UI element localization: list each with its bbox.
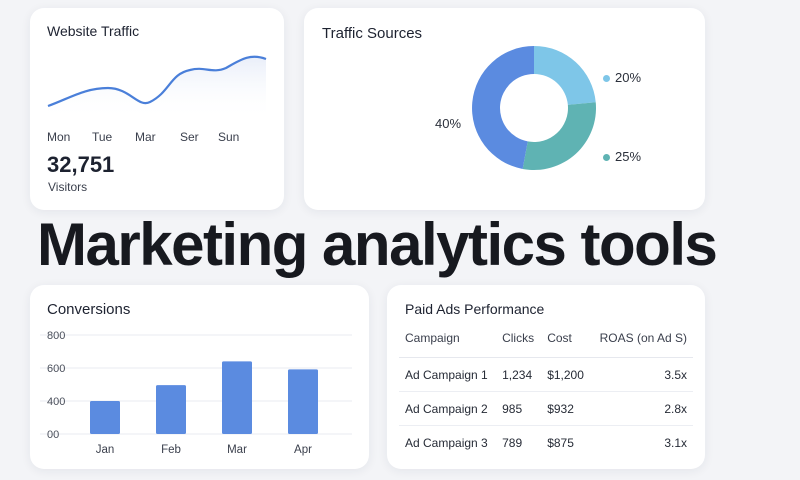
col-campaign: Campaign — [399, 325, 497, 358]
x-tick-label: Feb — [161, 444, 181, 456]
x-tick-label: Mar — [227, 444, 247, 456]
cost-value: $875 — [547, 436, 574, 450]
campaign-name: Ad Campaign 2 — [399, 391, 497, 426]
table-row[interactable]: Ad Campaign 1 1,234 $1,200 3.5x — [399, 357, 693, 392]
day-label: Mar — [135, 130, 156, 144]
conversions-title: Conversions — [47, 301, 131, 318]
day-label: Tue — [92, 130, 113, 144]
ads-header-row: Campaign Clicks Cost ROAS (on Ad S) — [399, 325, 693, 358]
ads-table: Campaign Clicks Cost ROAS (on Ad S) Ad C… — [399, 325, 693, 459]
donut-slice — [522, 102, 597, 170]
bar — [288, 369, 318, 434]
bar — [222, 361, 252, 434]
traffic-line — [47, 55, 267, 108]
donut-label-40: 40% — [435, 116, 462, 131]
day-label: Ser — [180, 130, 199, 144]
cost-value: $1,200 — [541, 357, 592, 392]
traffic-area — [48, 56, 266, 120]
day-label: Mon — [47, 130, 71, 144]
donut-legend-20: 20% — [603, 70, 641, 85]
traffic-line-chart — [47, 55, 267, 120]
conversions-card: Conversions 800 600 400 00 Jan Feb Mar Apr — [30, 285, 369, 469]
website-traffic-title: Website Traffic — [47, 23, 140, 39]
visitor-unit: Visitors — [48, 180, 88, 194]
campaign-name: Ad Campaign 1 — [399, 357, 497, 392]
clicks-value: 789 — [502, 436, 523, 450]
col-cost: Cost — [541, 325, 592, 358]
page-headline: Marketing analytics tools — [37, 211, 718, 278]
legend-dot-icon — [603, 75, 610, 83]
y-tick-label: 800 — [47, 330, 65, 342]
paid-ads-title: Paid Ads Performance — [405, 301, 545, 317]
donut-slice — [472, 46, 534, 169]
y-tick-label: 400 — [47, 396, 65, 408]
donut-slice — [534, 46, 596, 105]
paid-ads-card: Paid Ads Performance Campaign Clicks Cos… — [387, 285, 705, 469]
col-roas: ROAS (on Ad S) — [591, 325, 693, 358]
y-tick-label: 00 — [47, 429, 59, 441]
roas-value: 3.5x — [591, 357, 693, 392]
conversions-bar-chart: 800 600 400 00 Jan Feb Mar Apr — [40, 330, 352, 456]
donut-label-20: 20% — [615, 70, 642, 85]
cost-value: $932 — [541, 391, 592, 426]
clicks-value: 985 — [496, 391, 542, 426]
day-label: Sun — [218, 130, 240, 144]
traffic-donut-chart — [472, 46, 597, 170]
traffic-sources-title: Traffic Sources — [322, 25, 423, 42]
campaign-name: Ad Campaign 3 — [405, 436, 488, 450]
website-traffic-card: Website Traffic Mon Tue Mar Ser Sun 32,7… — [30, 8, 284, 210]
visitor-count: 32,751 — [47, 152, 115, 177]
col-clicks: Clicks — [496, 325, 542, 358]
table-row[interactable]: Ad Campaign 2 985 $932 2.8x — [399, 391, 693, 426]
bar — [90, 401, 120, 434]
roas-value: 2.8x — [591, 391, 693, 426]
clicks-value: 1,234 — [496, 357, 542, 392]
legend-dot-icon — [603, 154, 610, 162]
x-tick-label: Jan — [96, 444, 115, 456]
roas-value: 3.1x — [664, 436, 687, 450]
traffic-sources-card: Traffic Sources 40% 20% 25% — [304, 8, 705, 210]
table-row[interactable]: Ad Campaign 3 789 $875 3.1x — [399, 426, 693, 460]
donut-label-25: 25% — [615, 149, 642, 164]
donut-legend-25: 25% — [603, 149, 641, 164]
bar — [156, 385, 186, 434]
y-tick-label: 600 — [47, 363, 65, 375]
x-tick-label: Apr — [294, 444, 312, 456]
